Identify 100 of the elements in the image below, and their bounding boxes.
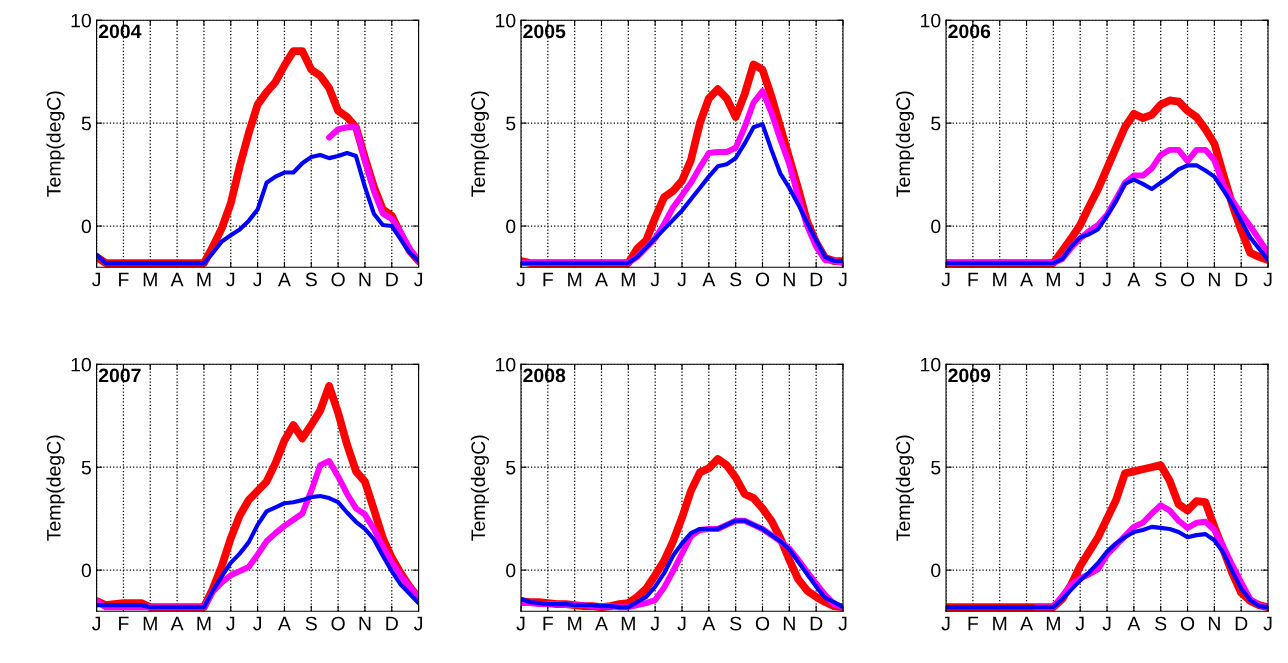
x-tick-label: S bbox=[730, 272, 742, 287]
y-tick-label: 0 bbox=[81, 563, 91, 578]
y-tick-label: 5 bbox=[506, 460, 516, 475]
y-tick-label: 0 bbox=[931, 219, 941, 234]
x-tick-label: A bbox=[702, 616, 716, 631]
x-tick-label: A bbox=[170, 272, 184, 287]
x-tick-label: D bbox=[386, 272, 398, 287]
x-tick-label: J bbox=[516, 616, 525, 631]
x-tick-label: O bbox=[755, 272, 770, 287]
x-tick-label: J bbox=[516, 272, 525, 287]
x-tick-label: S bbox=[305, 272, 317, 287]
y-axis-title: Temp(degC) bbox=[470, 435, 489, 541]
y-axis-title: Temp(degC) bbox=[46, 435, 65, 541]
x-tick-label: D bbox=[810, 616, 823, 631]
annotation: 2007 bbox=[98, 368, 141, 383]
x-tick-label: J bbox=[1075, 616, 1084, 631]
x-tick-label: N bbox=[1208, 616, 1220, 631]
x-tick-label: F bbox=[543, 272, 553, 287]
x-tick-label: S bbox=[730, 616, 742, 631]
y-axis-title: Temp(degC) bbox=[895, 435, 914, 541]
x-tick-label: A bbox=[595, 616, 608, 631]
x-tick-label: J bbox=[92, 272, 101, 287]
y-tick-label: 10 bbox=[495, 13, 516, 28]
x-tick-label: J bbox=[414, 272, 423, 287]
y-tick-label: 10 bbox=[71, 357, 91, 372]
x-tick-label: M bbox=[197, 616, 211, 631]
x-tick-label: M bbox=[568, 616, 582, 631]
y-tick-label: 5 bbox=[81, 460, 91, 475]
x-tick-label: J bbox=[1075, 272, 1084, 287]
x-tick-label: J bbox=[941, 272, 950, 287]
x-tick-label: F bbox=[119, 272, 129, 287]
x-tick-label: F bbox=[119, 616, 129, 631]
x-tick-label: D bbox=[386, 616, 398, 631]
x-tick-label: J bbox=[414, 616, 423, 631]
y-tick-label: 10 bbox=[921, 357, 941, 372]
x-tick-label: A bbox=[170, 616, 184, 631]
x-tick-label: N bbox=[359, 272, 371, 287]
x-tick-label: D bbox=[1235, 272, 1248, 287]
x-tick-label: M bbox=[621, 616, 635, 631]
x-tick-label: J bbox=[677, 616, 686, 631]
y-tick-label: 10 bbox=[921, 13, 941, 28]
x-tick-label: J bbox=[1102, 272, 1111, 287]
x-tick-label: M bbox=[568, 272, 582, 287]
x-tick-label: A bbox=[1127, 272, 1141, 287]
x-tick-label: F bbox=[968, 272, 979, 287]
x-tick-label: D bbox=[810, 272, 823, 287]
x-tick-label: J bbox=[226, 272, 235, 287]
y-tick-label: 0 bbox=[81, 219, 91, 234]
x-tick-label: O bbox=[755, 616, 770, 631]
x-tick-label: J bbox=[1263, 272, 1272, 287]
x-tick-label: A bbox=[1127, 616, 1141, 631]
y-tick-label: 5 bbox=[931, 116, 941, 131]
annotation: 2006 bbox=[948, 24, 991, 39]
x-tick-label: J bbox=[838, 272, 847, 287]
x-tick-label: N bbox=[783, 616, 795, 631]
x-tick-label: N bbox=[783, 272, 795, 287]
annotation: 2008 bbox=[523, 368, 566, 383]
x-tick-label: A bbox=[702, 272, 716, 287]
x-tick-label: M bbox=[1046, 616, 1060, 631]
x-tick-label: M bbox=[1046, 272, 1060, 287]
x-tick-label: A bbox=[277, 616, 291, 631]
x-tick-label: S bbox=[1155, 616, 1167, 631]
annotation: 2009 bbox=[948, 368, 991, 383]
x-tick-label: D bbox=[1235, 616, 1248, 631]
x-tick-label: A bbox=[1020, 272, 1033, 287]
annotation: 2004 bbox=[98, 24, 142, 39]
y-tick-label: 0 bbox=[506, 563, 516, 578]
x-tick-label: F bbox=[968, 616, 979, 631]
x-tick-label: M bbox=[143, 616, 157, 631]
x-tick-label: N bbox=[1208, 272, 1220, 287]
y-axis-title: Temp(degC) bbox=[895, 91, 914, 197]
x-tick-label: O bbox=[1180, 616, 1195, 631]
x-tick-label: O bbox=[1180, 272, 1195, 287]
x-tick-label: J bbox=[253, 272, 262, 287]
x-tick-label: M bbox=[993, 616, 1007, 631]
x-tick-label: M bbox=[993, 272, 1007, 287]
x-tick-label: S bbox=[305, 616, 317, 631]
x-tick-label: J bbox=[1263, 616, 1272, 631]
y-tick-label: 0 bbox=[506, 219, 516, 234]
x-tick-label: F bbox=[543, 616, 553, 631]
x-tick-label: J bbox=[650, 616, 659, 631]
x-tick-label: J bbox=[677, 272, 686, 287]
y-tick-label: 5 bbox=[81, 116, 91, 131]
y-tick-label: 10 bbox=[495, 357, 516, 372]
x-tick-label: J bbox=[92, 616, 101, 631]
y-tick-label: 5 bbox=[506, 116, 516, 131]
x-tick-label: J bbox=[253, 616, 262, 631]
x-tick-label: J bbox=[838, 616, 847, 631]
annotation: 2005 bbox=[523, 24, 566, 39]
x-tick-label: M bbox=[197, 272, 211, 287]
x-tick-label: J bbox=[941, 616, 950, 631]
y-tick-label: 5 bbox=[931, 460, 941, 475]
x-tick-label: A bbox=[1020, 616, 1033, 631]
x-tick-label: M bbox=[143, 272, 157, 287]
x-tick-label: J bbox=[1102, 616, 1111, 631]
x-tick-label: A bbox=[595, 272, 608, 287]
x-tick-label: J bbox=[650, 272, 659, 287]
x-tick-label: S bbox=[1155, 272, 1167, 287]
x-tick-label: O bbox=[331, 272, 345, 287]
y-tick-label: 10 bbox=[71, 13, 91, 28]
